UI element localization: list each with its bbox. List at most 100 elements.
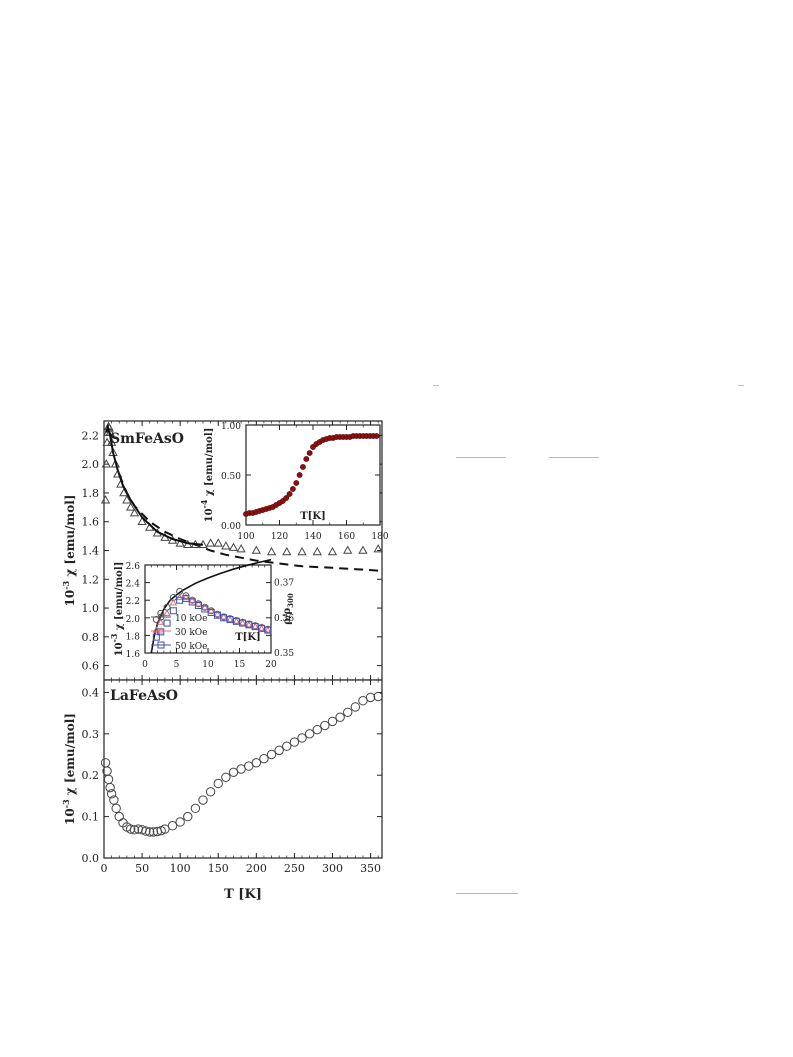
circle-point [289,737,300,747]
circle-point [251,758,262,768]
y-tick-label: 2.6 [126,562,141,572]
circle-point [175,817,185,827]
scan-mark [549,457,599,458]
inset-point-2 [188,598,196,606]
inset-point-2 [152,633,160,641]
legend-entry: 50 kOe [175,642,207,652]
dashed-fit-line [118,473,379,572]
x-tick-label: 180 [371,532,388,542]
inset-point-1 [163,609,171,616]
x-tick-label: 250 [284,862,305,875]
triangle-point [213,538,223,547]
y-tick-label: 1.6 [126,650,141,660]
lower-inset-ylabel: 10-3 χ [emu/mol] [109,562,125,657]
circle-point [148,827,159,837]
filled-point [306,450,313,456]
filled-point [289,486,296,492]
filled-point [373,433,380,439]
circle-point [327,716,338,727]
lower-inset-xlabel: T[K] [235,632,261,643]
triangle-point [101,459,111,468]
filled-point [286,491,293,497]
triangle-point [137,516,147,526]
legend-entry: 30 kOe [175,628,207,638]
inset-point-2 [163,619,171,627]
y-tick-label: 1.8 [126,632,141,642]
y-tick-label: 1.0 [82,602,100,615]
filled-point [296,472,303,478]
legend-entry: 10 kOe [175,614,207,624]
y2-tick-label: 0.35 [274,649,294,659]
y-tick-label: 0.6 [82,660,100,673]
legend-marker [157,626,165,634]
y-tick-label: 2.2 [82,429,100,442]
circle-point [228,767,239,778]
circle-point [125,824,136,834]
y-tick-label: 0.1 [82,811,100,824]
circle-point [282,741,292,751]
triangle-point [251,545,261,554]
inset-point-1 [201,603,209,610]
inset-point-2 [195,601,203,609]
x-tick-label: 5 [174,660,180,670]
y-tick-label: 1.4 [82,545,100,558]
circle-point [111,803,121,814]
x-tick-label: 100 [170,862,191,875]
inset-point-1 [213,610,222,617]
y-tick-label: 2.2 [126,597,140,607]
triangle-point [126,502,136,511]
triangle-point [102,437,112,446]
triangle-point [236,544,246,553]
x-tick-label: 160 [338,532,355,542]
legend-marker [157,613,165,621]
y-tick-label: 0.00 [221,522,241,532]
x-tick-label: 200 [246,862,267,875]
lafeaso-panel: 0 50 100 150 200 250 300 350 0.0 0.1 0.2 0.3 0.4 LaFe… [61,679,383,902]
y-tick-label: 2.0 [82,458,100,471]
scan-mark [456,893,518,894]
x-tick-label: 0 [142,660,148,670]
circle-point [205,787,216,797]
upper-inset-panel: 100 120 140 160 180 0.00 0.50 1.00 T[K] 10-4 χ [e… [199,422,389,542]
x-tick-label: 50 [135,862,149,875]
inset-point-1 [251,622,259,630]
x-tick-label: 15 [234,660,246,670]
filled-point [283,495,290,501]
circle-point [213,778,223,789]
circle-point [105,782,115,793]
y-tick-label: 1.2 [82,573,100,586]
y-tick-label: 2.0 [126,615,141,625]
inset-point-2 [169,607,177,615]
triangle-point [129,508,140,517]
upper-inset-xlabel: T[K] [300,511,326,522]
y-tick-label: 0.3 [82,728,100,741]
inset-point-2 [182,594,190,602]
x-tick-label: 350 [360,862,381,875]
circle-point [266,749,277,760]
lower-inset-ylabel2: ρ/ρ300 [282,593,295,625]
x-tick-label: 120 [271,532,288,542]
inset-point-1 [220,612,228,620]
circle-point [365,692,376,703]
circle-point [259,753,269,764]
triangle-point [110,459,121,468]
circle-point [343,707,353,717]
lafeaso-xlabel: T [K] [224,887,262,902]
y-tick-label: 2.4 [126,580,141,590]
circle-point [167,821,178,831]
inset-point-1 [169,598,178,606]
filled-point [300,464,306,470]
inset-point-2 [264,626,272,634]
circle-point [160,824,170,834]
circle-point [144,827,155,837]
y-tick-label: 1.00 [221,422,241,432]
solid-fit-line [105,422,204,546]
inset-point-1 [232,617,241,624]
circle-point [221,772,231,782]
x-tick-label: 10 [202,660,214,670]
triangle-point [373,544,383,553]
circle-point [106,789,117,799]
x-tick-label: 150 [208,862,229,875]
y2-tick-label: 0.37 [274,579,294,589]
